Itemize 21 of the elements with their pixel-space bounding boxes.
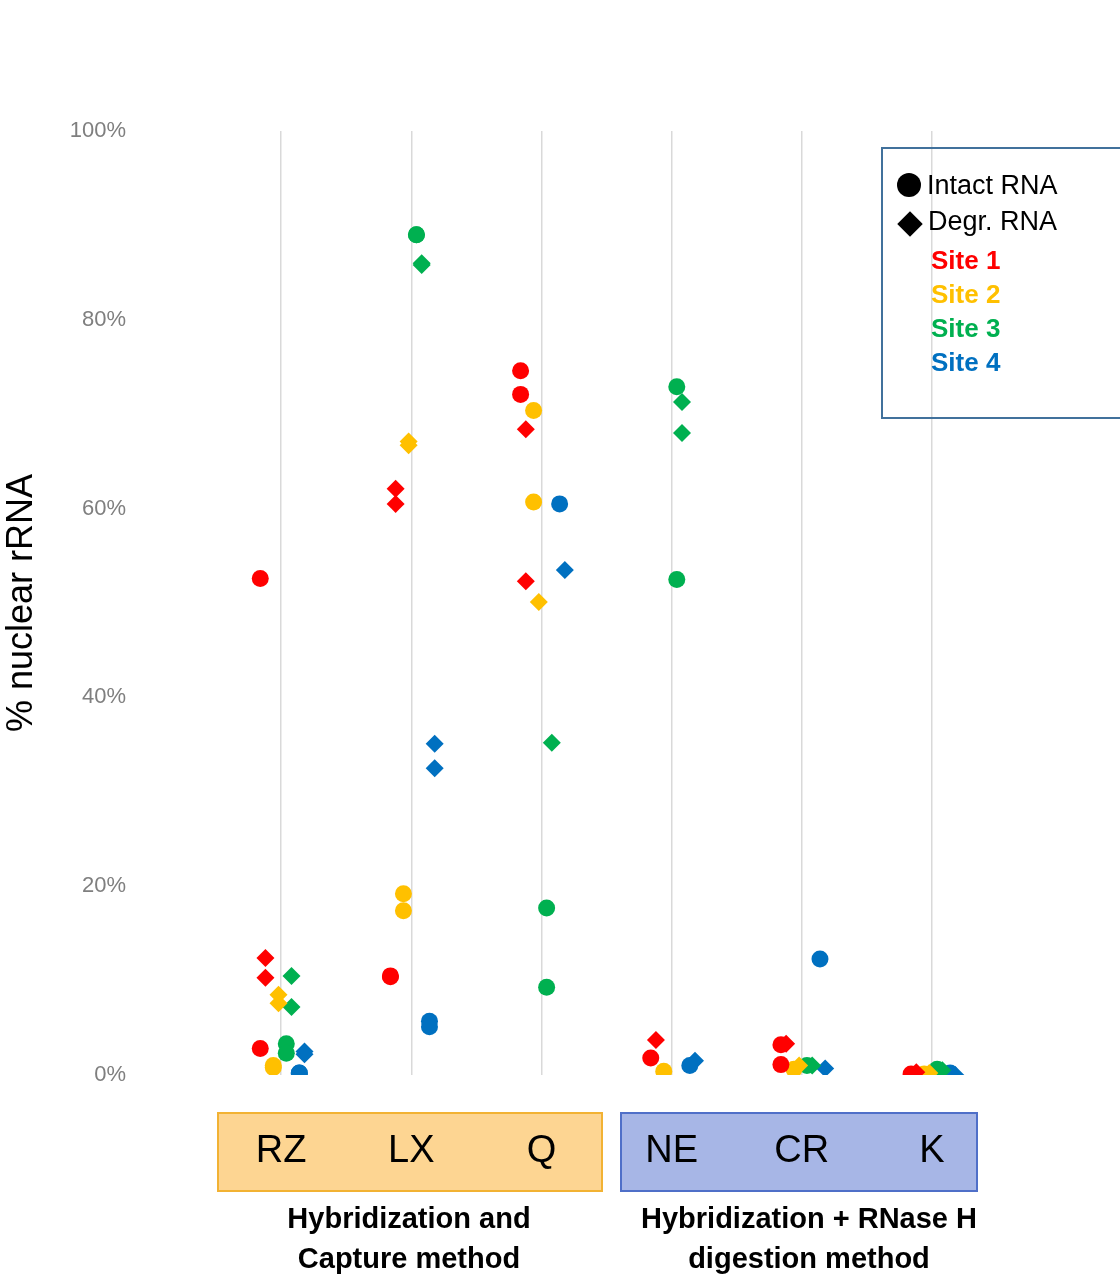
annotation: Intact RNA [927,169,1058,201]
y-tick-label: 100% [69,117,126,143]
text: Site 4 [931,347,1002,379]
text: Hybridization and Capture method [286,1201,532,1276]
x-tick-label: NE [645,1128,698,1171]
y-tick-label: 0% [94,1061,126,1087]
text: Site 1 [931,245,1002,277]
y-axis-title: % nuclear rRNA [0,473,40,733]
x-tick-label: Q [526,1128,557,1171]
x-tick-label: CR [774,1128,830,1171]
text: Site 3 [931,313,1002,345]
y-tick-label: 80% [81,305,126,331]
x-tick-label: K [919,1128,945,1171]
y-tick-label: 20% [81,872,126,898]
y-tick-label: 60% [81,494,126,520]
x-tick-label: RZ [255,1128,307,1171]
annotation: Degr. RNA [928,205,1058,237]
text: Hybridization + RNase H digestion method [640,1201,978,1276]
text: Site 2 [931,279,1002,311]
x-tick-label: LX [388,1128,435,1171]
y-tick-label: 40% [81,683,126,709]
